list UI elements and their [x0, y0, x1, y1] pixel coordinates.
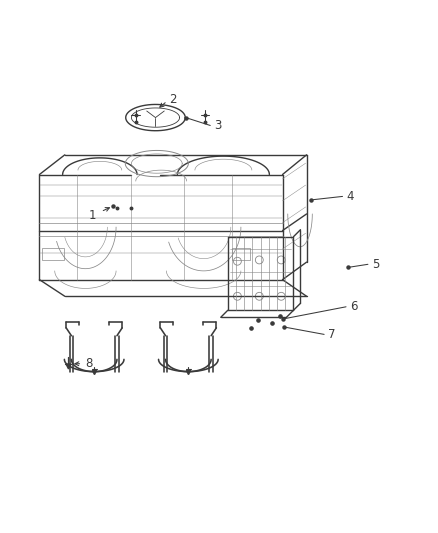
- Text: 7: 7: [328, 328, 336, 341]
- Text: 1: 1: [89, 209, 97, 222]
- Text: 6: 6: [350, 300, 358, 313]
- Text: 2: 2: [169, 93, 177, 106]
- Text: 5: 5: [372, 258, 379, 271]
- Text: 3: 3: [215, 119, 222, 132]
- Bar: [232, 248, 250, 260]
- Bar: [42, 248, 64, 260]
- Text: 8: 8: [85, 357, 92, 370]
- Text: 4: 4: [346, 190, 354, 203]
